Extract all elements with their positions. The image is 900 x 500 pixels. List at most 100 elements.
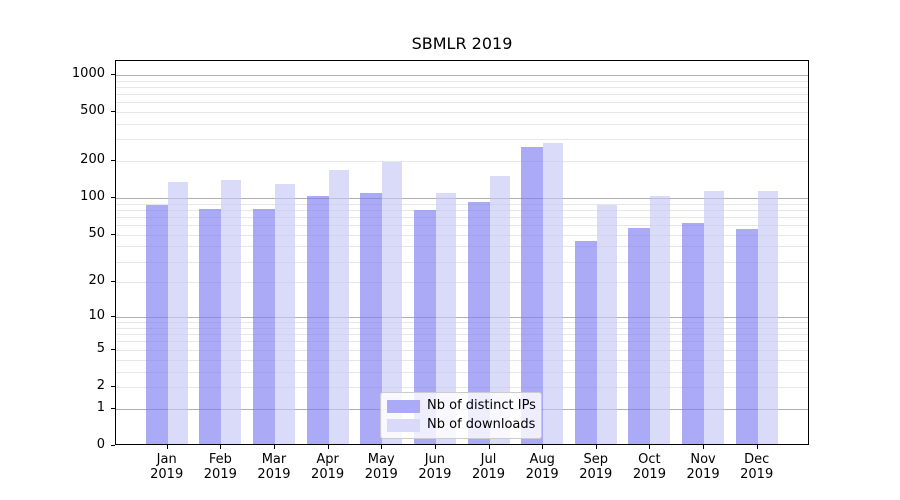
x-tick-label: Mar 2019: [242, 452, 306, 482]
y-tick: [111, 197, 115, 199]
y-tick: [111, 385, 115, 387]
x-tick: [381, 445, 383, 449]
y-tick-label: 2: [96, 377, 105, 393]
x-tick-year: 2019: [364, 467, 398, 482]
x-tick-year: 2019: [579, 467, 613, 482]
bar-downloads-aug: [543, 142, 564, 444]
gridline-minor: [116, 209, 808, 211]
bar-downloads-mar: [274, 184, 295, 444]
x-tick: [220, 445, 222, 449]
bar-distinct-ips-oct: [628, 227, 651, 444]
y-tick-label: 20: [88, 273, 105, 289]
bar-downloads-nov: [704, 191, 725, 444]
x-tick-year: 2019: [203, 467, 237, 482]
x-tick-label: Jun 2019: [403, 452, 467, 482]
gridline-minor: [116, 216, 808, 218]
x-tick-year: 2019: [686, 467, 720, 482]
x-tick-month: Jul: [480, 452, 497, 467]
gridline-minor: [116, 93, 808, 95]
plot-inner: [116, 61, 808, 444]
legend-swatch-downloads: [387, 418, 420, 432]
legend-label-distinct-ips: Nb of distinct IPs: [427, 398, 536, 413]
bar-distinct-ips-jan: [145, 205, 168, 444]
gridline-minor: [116, 102, 808, 104]
x-tick-label: Jul 2019: [457, 452, 521, 482]
legend-label-downloads: Nb of downloads: [427, 417, 536, 432]
legend: Nb of distinct IPs Nb of downloads: [380, 392, 542, 439]
gridline-minor: [116, 261, 808, 263]
x-tick-month: Mar: [261, 452, 287, 467]
bar-downloads-jan: [167, 182, 188, 444]
gridline-minor: [116, 112, 808, 114]
y-tick: [111, 316, 115, 318]
bar-distinct-ips-may: [360, 192, 383, 444]
y-tick: [111, 111, 115, 113]
gridline-minor: [116, 386, 808, 388]
y-tick-label: 200: [80, 152, 105, 168]
gridline-minor: [116, 86, 808, 88]
gridline-minor: [116, 139, 808, 141]
gridline-minor: [116, 371, 808, 373]
legend-swatch-distinct-ips: [387, 399, 420, 413]
x-tick-label: Oct 2019: [617, 452, 681, 482]
y-tick: [111, 160, 115, 162]
x-tick-label: Dec 2019: [725, 452, 789, 482]
y-tick-label: 5: [96, 340, 105, 356]
x-tick-label: Nov 2019: [671, 452, 735, 482]
y-tick: [111, 233, 115, 235]
x-tick: [273, 445, 275, 449]
x-tick: [542, 445, 544, 449]
bar-downloads-may: [382, 162, 403, 444]
bar-distinct-ips-apr: [306, 195, 329, 444]
x-tick: [327, 445, 329, 449]
x-tick-label: Feb 2019: [188, 452, 252, 482]
x-tick-year: 2019: [525, 467, 559, 482]
x-tick: [756, 445, 758, 449]
gridline-minor: [116, 341, 808, 343]
x-tick-year: 2019: [632, 467, 666, 482]
y-tick-label: 1: [96, 399, 105, 415]
x-tick-year: 2019: [418, 467, 452, 482]
gridline-minor: [116, 80, 808, 82]
bar-downloads-oct: [650, 195, 671, 444]
x-tick-month: Sep: [583, 452, 609, 467]
legend-row-downloads: Nb of downloads: [387, 417, 536, 433]
y-tick-label: 10: [88, 308, 105, 324]
x-tick-year: 2019: [740, 467, 774, 482]
x-tick: [649, 445, 651, 449]
y-tick-label: 1000: [71, 65, 105, 81]
y-tick: [111, 407, 115, 409]
y-tick-label: 50: [88, 225, 105, 241]
bar-downloads-dec: [757, 191, 778, 444]
bar-distinct-ips-nov: [682, 222, 705, 444]
x-tick: [434, 445, 436, 449]
gridline-minor: [116, 234, 808, 236]
x-tick: [166, 445, 168, 449]
x-tick: [488, 445, 490, 449]
x-tick-month: Dec: [744, 452, 770, 467]
bar-downloads-jun: [435, 193, 456, 444]
bar-downloads-sep: [596, 204, 617, 444]
gridline-minor: [116, 123, 808, 125]
gridline-minor: [116, 349, 808, 351]
x-tick: [703, 445, 705, 449]
y-tick: [111, 281, 115, 283]
y-tick: [111, 348, 115, 350]
plot-area: Nb of distinct IPs Nb of downloads: [115, 60, 809, 445]
bar-distinct-ips-feb: [199, 209, 222, 444]
gridline-minor: [116, 359, 808, 361]
y-tick-label: 500: [80, 103, 105, 119]
x-tick-month: Aug: [529, 452, 555, 467]
bar-downloads-feb: [221, 180, 242, 444]
gridline-minor: [116, 327, 808, 329]
gridline-major: [116, 198, 808, 200]
x-tick-month: Oct: [638, 452, 661, 467]
y-tick-label: 0: [96, 437, 105, 452]
gridline-minor: [116, 225, 808, 227]
x-tick-month: Apr: [316, 452, 339, 467]
legend-row-distinct-ips: Nb of distinct IPs: [387, 398, 536, 414]
x-tick-month: Jan: [156, 452, 177, 467]
bar-distinct-ips-sep: [574, 241, 597, 444]
gridline-minor: [116, 322, 808, 324]
